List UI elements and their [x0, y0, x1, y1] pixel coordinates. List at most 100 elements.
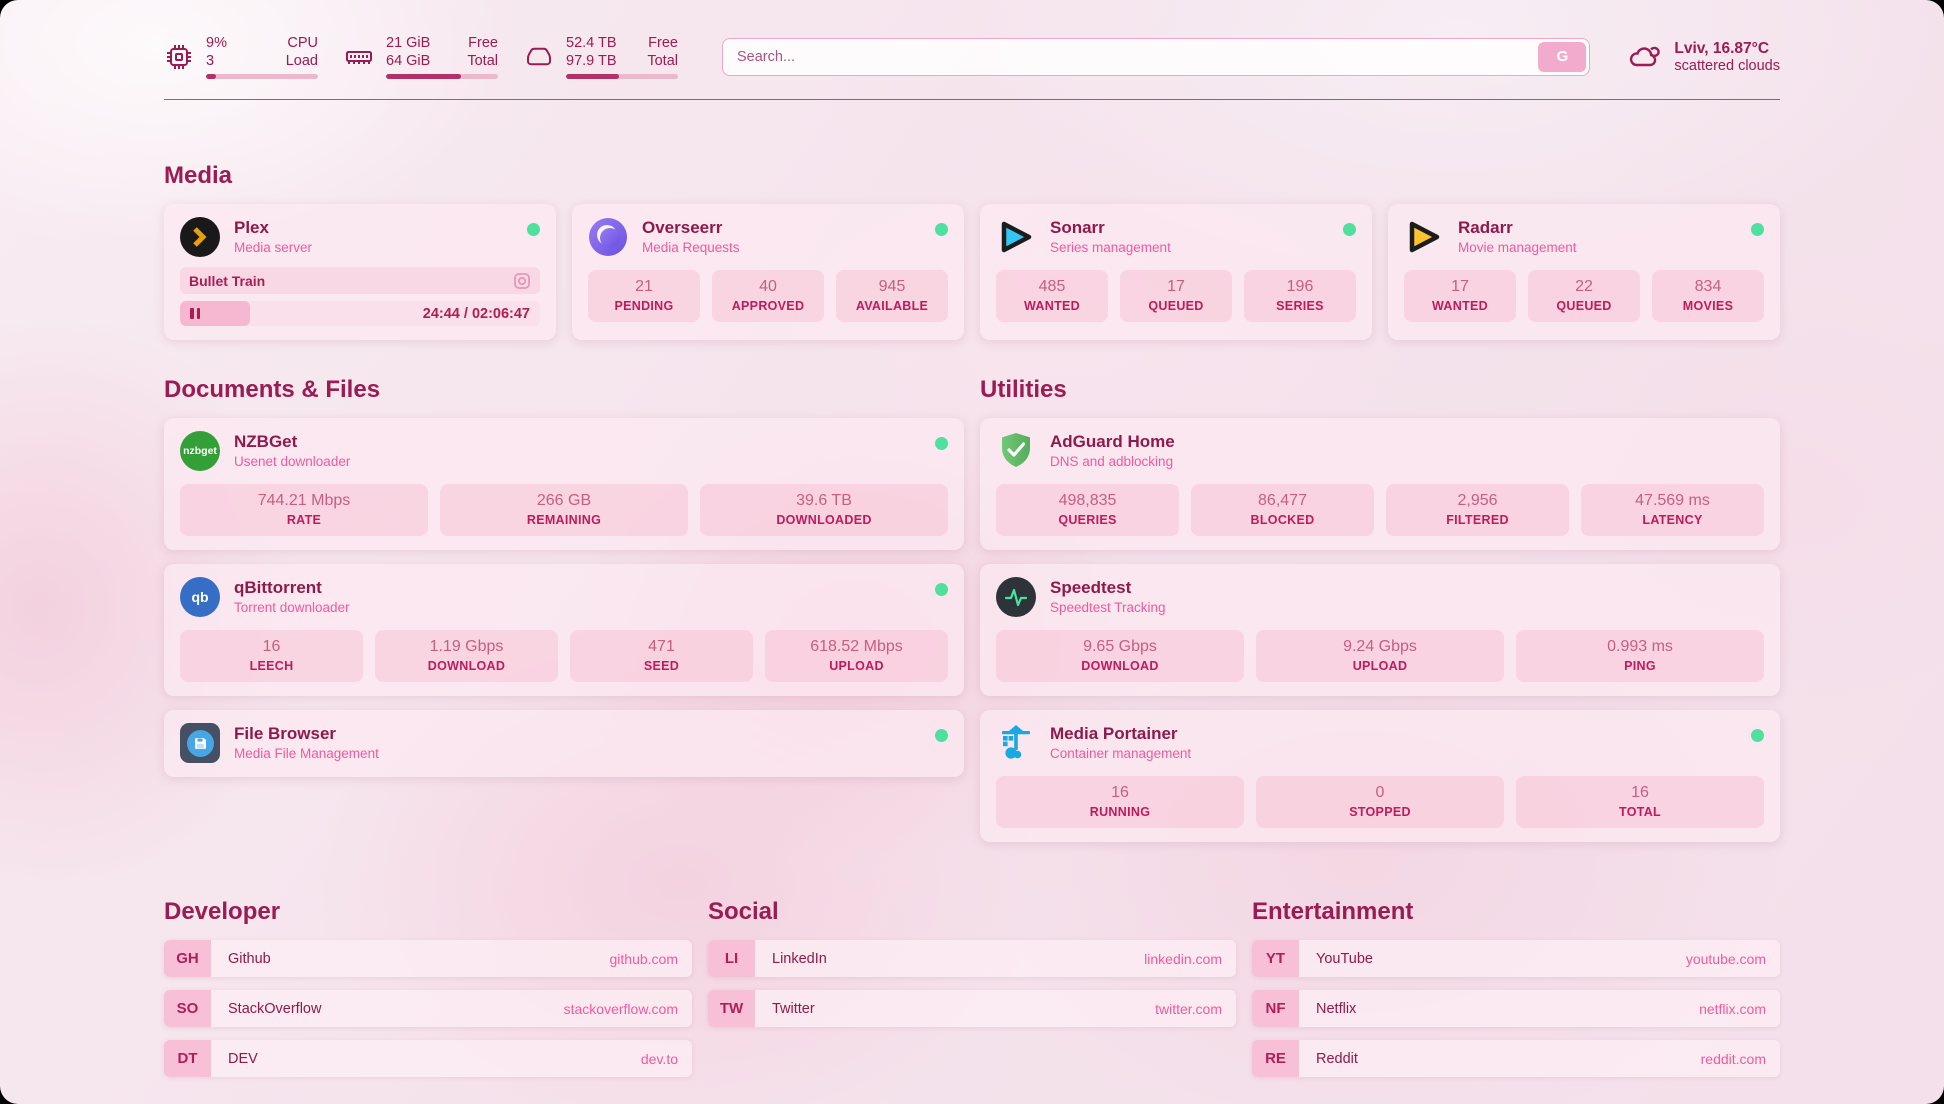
twitter-abbr: TW	[708, 990, 755, 1027]
disk-total-label: Total	[647, 53, 678, 69]
stat-box: 744.21 Mbps RATE	[180, 484, 428, 536]
overseerr-subtitle: Media Requests	[642, 240, 740, 255]
weather-widget: Lviv, 16.87°C scattered clouds	[1626, 39, 1780, 75]
stat-box: 17 QUEUED	[1120, 270, 1232, 322]
bookmark-dev[interactable]: DT DEV dev.to	[164, 1040, 692, 1077]
overseerr-title: Overseerr	[642, 218, 723, 237]
memory-progress-track	[386, 74, 498, 79]
nzbget-stats: 744.21 Mbps RATE 266 GB REMAINING 39.6 TB D…	[180, 484, 948, 536]
card-radarr[interactable]: Radarr Movie management 17 WANTED 22 QUEUE…	[1388, 204, 1780, 340]
stat-box: 1.19 Gbps DOWNLOAD	[375, 630, 558, 682]
portainer-status-dot	[1751, 729, 1764, 742]
pause-icon	[190, 308, 200, 319]
now-playing-title: Bullet Train	[189, 272, 266, 289]
memory-total-label: Total	[467, 53, 498, 69]
cpu-load: 3	[206, 53, 215, 69]
stat-box: 266 GB REMAINING	[440, 484, 688, 536]
overseerr-stats: 21 PENDING 40 APPROVED 945 AVAILABLE	[588, 270, 948, 322]
memory-free: 21 GiB	[386, 35, 431, 51]
plex-icon	[180, 217, 220, 257]
bookmark-netflix[interactable]: NF Netflix netflix.com	[1252, 990, 1780, 1027]
overseerr-icon	[588, 217, 628, 257]
disk-progress-track	[566, 74, 678, 79]
stat-box: 485 WANTED	[996, 270, 1108, 322]
portainer-subtitle: Container management	[1050, 746, 1192, 761]
stat-box: 2,956 FILTERED	[1386, 484, 1569, 536]
speedtest-title: Speedtest	[1050, 578, 1132, 597]
nzbget-subtitle: Usenet downloader	[234, 454, 351, 469]
adguard-icon	[996, 431, 1036, 471]
cpu-widget: 9% CPU 3 Load	[164, 34, 318, 79]
stat-box: 471 SEED	[570, 630, 753, 682]
memory-free-label: Free	[468, 35, 498, 51]
ram-icon	[346, 50, 372, 64]
disk-icon	[527, 47, 551, 65]
cpu-label: CPU	[287, 35, 318, 51]
disk-total: 97.9 TB	[566, 53, 617, 69]
bookmark-reddit[interactable]: RE Reddit reddit.com	[1252, 1040, 1780, 1077]
search-provider-button[interactable]: G	[1538, 41, 1587, 72]
portainer-title: Media Portainer	[1050, 724, 1178, 743]
stat-box: 0.993 ms PING	[1516, 630, 1764, 682]
stat-box: 618.52 Mbps UPLOAD	[765, 630, 948, 682]
media-grid: Plex Media server Bullet Train 24:44 / 0…	[164, 204, 1780, 340]
card-sonarr[interactable]: Sonarr Series management 485 WANTED 17 QUE…	[980, 204, 1372, 340]
bookmark-linkedin[interactable]: LI LinkedIn linkedin.com	[708, 940, 1236, 977]
section-heading-documents: Documents & Files	[164, 376, 381, 403]
card-portainer[interactable]: Media Portainer Container management 16 R…	[980, 710, 1780, 842]
card-plex[interactable]: Plex Media server Bullet Train 24:44 / 0…	[164, 204, 556, 340]
memory-widget: 21 GiB Free 64 GiB Total	[344, 34, 498, 79]
plex-subtitle: Media server	[234, 240, 313, 255]
adguard-stats: 498,835 QUERIES 86,477 BLOCKED 2,956 FILTER…	[996, 484, 1764, 536]
cpu-progress-track	[206, 74, 318, 79]
speedtest-subtitle: Speedtest Tracking	[1050, 600, 1166, 615]
now-playing-bar: Bullet Train	[180, 267, 540, 294]
filebrowser-status-dot	[935, 729, 948, 742]
linkedin-abbr: LI	[708, 940, 755, 977]
stat-box: 17 WANTED	[1404, 270, 1516, 322]
card-overseerr[interactable]: Overseerr Media Requests 21 PENDING 40 APP…	[572, 204, 964, 340]
bookmark-stackoverflow[interactable]: SO StackOverflow stackoverflow.com	[164, 990, 692, 1027]
speedtest-icon	[996, 577, 1036, 617]
bookmark-github[interactable]: GH Github github.com	[164, 940, 692, 977]
card-adguard[interactable]: AdGuard Home DNS and adblocking 498,835 Q…	[980, 418, 1780, 550]
stat-box: 834 MOVIES	[1652, 270, 1764, 322]
sonarr-status-dot	[1343, 223, 1356, 236]
filebrowser-subtitle: Media File Management	[234, 746, 379, 761]
cpu-load-label: Load	[285, 53, 318, 69]
portainer-icon	[996, 723, 1036, 763]
qbittorrent-icon: qb	[180, 577, 220, 617]
entertainment-column: Entertainment YT YouTube youtube.com NF …	[1252, 898, 1780, 1077]
qbittorrent-status-dot	[935, 583, 948, 596]
playback-time: 24:44 / 02:06:47	[422, 305, 530, 322]
memory-progress-fill	[386, 74, 462, 79]
card-speedtest[interactable]: Speedtest Speedtest Tracking 9.65 Gbps DO…	[980, 564, 1780, 696]
card-filebrowser[interactable]: File Browser Media File Management	[164, 710, 964, 777]
cpu-icon	[167, 44, 191, 69]
github-abbr: GH	[164, 940, 211, 977]
reddit-abbr: RE	[1252, 1040, 1299, 1077]
overseerr-status-dot	[935, 223, 948, 236]
stat-box: 21 PENDING	[588, 270, 700, 322]
cpu-percent: 9%	[206, 35, 227, 51]
sonarr-icon	[996, 217, 1036, 257]
card-nzbget[interactable]: nzbget NZBGet Usenet downloader 744.21 M…	[164, 418, 964, 550]
nzbget-icon: nzbget	[180, 431, 220, 471]
stackoverflow-abbr: SO	[164, 990, 211, 1027]
stat-box: 9.24 Gbps UPLOAD	[1256, 630, 1504, 682]
radarr-title: Radarr	[1458, 218, 1513, 237]
search-input[interactable]	[722, 37, 1591, 76]
sonarr-subtitle: Series management	[1050, 240, 1171, 255]
stat-box: 196 SERIES	[1244, 270, 1356, 322]
video-source-icon	[514, 272, 530, 289]
stat-box: 39.6 TB DOWNLOADED	[700, 484, 948, 536]
developer-column: Developer GH Github github.com SO StackO…	[164, 898, 692, 1077]
disk-progress-fill	[566, 74, 619, 79]
adguard-subtitle: DNS and adblocking	[1050, 454, 1174, 469]
bookmark-twitter[interactable]: TW Twitter twitter.com	[708, 990, 1236, 1027]
section-heading-social: Social	[708, 898, 779, 925]
portainer-stats: 16 RUNNING 0 STOPPED 16 TOTAL	[996, 776, 1764, 828]
bookmark-youtube[interactable]: YT YouTube youtube.com	[1252, 940, 1780, 977]
card-qbittorrent[interactable]: qb qBittorrent Torrent downloader 16 LEEC…	[164, 564, 964, 696]
